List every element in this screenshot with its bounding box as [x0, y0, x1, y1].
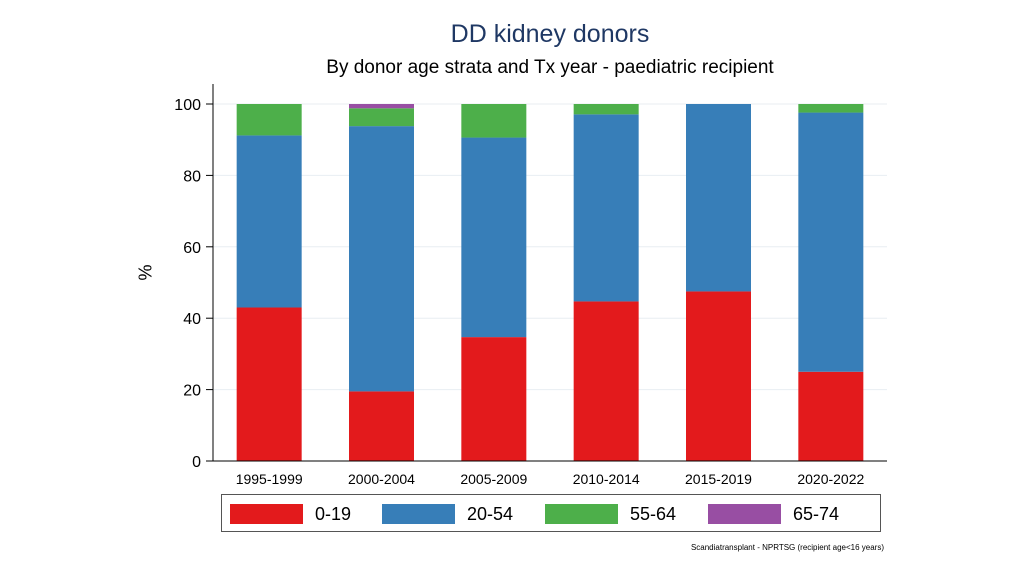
x-tick-label-2015-2019: 2015-2019 — [685, 471, 752, 487]
footnote: Scandiatransplant - NPRTSG (recipient ag… — [690, 543, 884, 552]
y-tick-label-80: 80 — [183, 168, 201, 185]
bar-2000-2004-20-54 — [349, 126, 414, 392]
bar-2015-2019-20-54 — [686, 104, 751, 292]
y-tick-label-0: 0 — [192, 454, 201, 471]
bar-2010-2014-0-19 — [573, 301, 639, 461]
legend-swatch-65-74 — [708, 504, 781, 524]
legend-swatch-20-54 — [382, 504, 455, 524]
y-tick-label-60: 60 — [183, 240, 201, 257]
bar-2005-2009-20-54 — [461, 137, 527, 338]
bar-2015-2019-0-19 — [686, 291, 751, 461]
legend-swatch-55-64 — [545, 504, 618, 524]
bar-1995-1999-0-19 — [236, 307, 302, 461]
x-tick-label-2000-2004: 2000-2004 — [348, 471, 415, 487]
bar-2020-2022-20-54 — [798, 112, 864, 372]
bar-2000-2004-55-64 — [349, 108, 414, 127]
bar-2000-2004-0-19 — [349, 391, 414, 461]
legend-swatch-0-19 — [230, 504, 303, 524]
bar-2005-2009-0-19 — [461, 337, 527, 461]
y-tick-label-20: 20 — [183, 383, 201, 400]
bar-2000-2004-65-74 — [349, 104, 414, 109]
legend-label-20-54: 20-54 — [467, 504, 514, 524]
bar-1995-1999-55-64 — [236, 104, 302, 136]
bar-1995-1999-20-54 — [236, 135, 302, 308]
y-tick-label-100: 100 — [174, 97, 201, 114]
x-tick-label-2005-2009: 2005-2009 — [460, 471, 527, 487]
x-tick-label-2020-2022: 2020-2022 — [797, 471, 864, 487]
legend-label-0-19: 0-19 — [315, 504, 352, 524]
legend: 0-19 20-54 55-64 65-74 — [221, 494, 881, 532]
bar-2020-2022-55-64 — [798, 104, 864, 113]
legend-label-55-64: 55-64 — [630, 504, 677, 524]
legend-label-65-74: 65-74 — [793, 504, 840, 524]
x-tick-label-1995-1999: 1995-1999 — [236, 471, 303, 487]
x-tick-label-2010-2014: 2010-2014 — [573, 471, 640, 487]
bar-2010-2014-55-64 — [573, 104, 639, 115]
chart-subtitle: By donor age strata and Tx year - paedia… — [326, 57, 774, 78]
bar-2020-2022-0-19 — [798, 371, 864, 461]
y-tick-label-40: 40 — [183, 311, 201, 328]
bar-2005-2009-55-64 — [461, 104, 527, 138]
chart-title: DD kidney donors — [450, 20, 650, 48]
bar-2010-2014-20-54 — [573, 114, 639, 302]
